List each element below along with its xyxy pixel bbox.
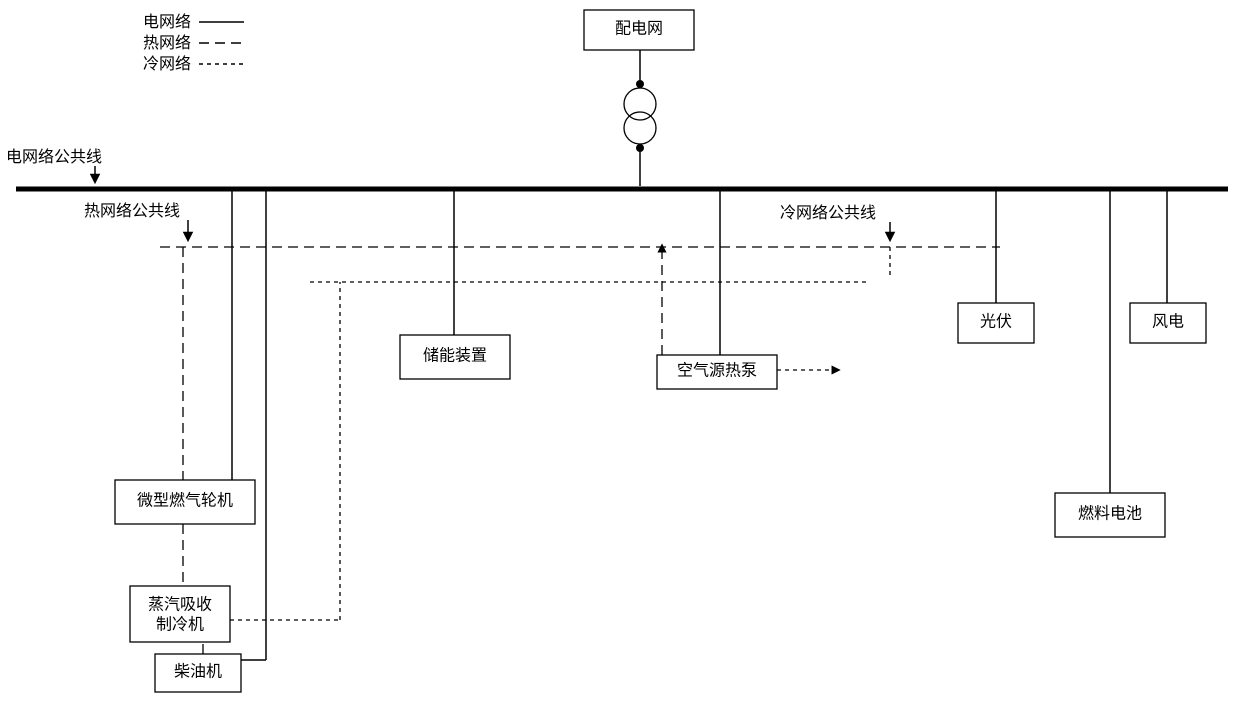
svg-text:柴油机: 柴油机 [174, 663, 222, 681]
svg-text:蒸汽吸收: 蒸汽吸收 [148, 596, 212, 614]
svg-text:风电: 风电 [1152, 313, 1184, 331]
svg-text:制冷机: 制冷机 [156, 616, 204, 634]
svg-text:储能装置: 储能装置 [423, 347, 487, 365]
heat-bus-label: 热网络公共线 [84, 201, 180, 220]
elec-bus-label: 电网络公共线 [6, 147, 102, 166]
diagram-canvas: 电网络热网络冷网络 配电网电网络公共线热网络公共线 冷网络公共线储能装置空气源热泵 光… [0, 0, 1240, 711]
transformer-coil [624, 112, 656, 144]
cold-bus-label: 冷网络公共线 [780, 203, 876, 222]
legend-label: 热网络 [143, 33, 191, 52]
svg-text:燃料电池: 燃料电池 [1078, 505, 1142, 523]
svg-text:光伏: 光伏 [980, 313, 1012, 331]
legend-label: 电网络 [143, 12, 191, 31]
svg-text:配电网: 配电网 [615, 20, 663, 38]
transformer-coil [624, 88, 656, 120]
svg-text:空气源热泵: 空气源热泵 [677, 362, 757, 380]
legend-label: 冷网络 [143, 54, 191, 73]
svg-text:微型燃气轮机: 微型燃气轮机 [137, 492, 233, 510]
